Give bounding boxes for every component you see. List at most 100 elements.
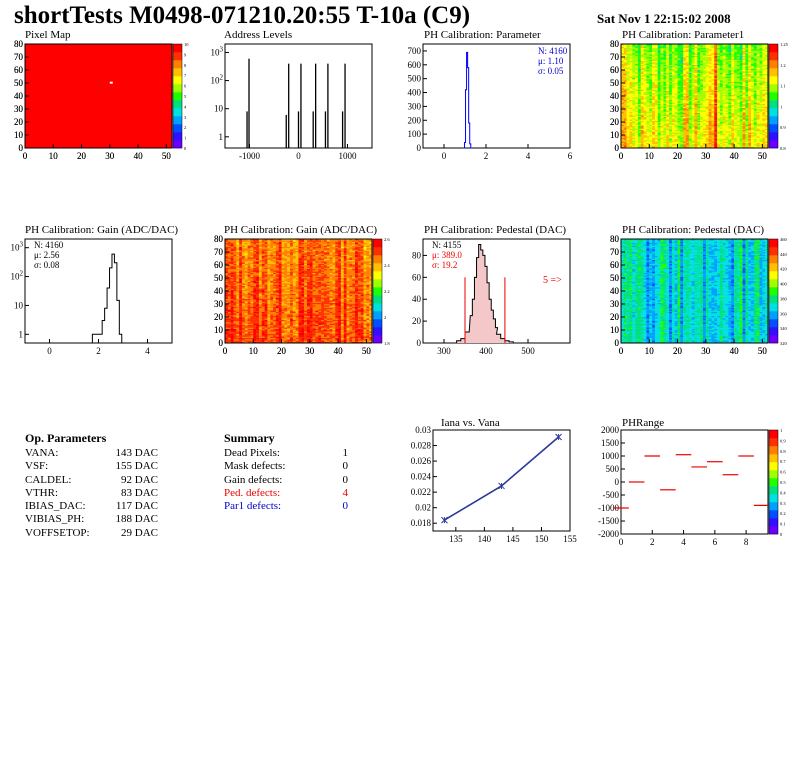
heatmap-cell	[717, 115, 721, 117]
heatmap-cell	[649, 97, 653, 99]
heatmap-cell	[708, 45, 712, 47]
z-tick-label: 9	[184, 52, 187, 57]
heatmap-cell	[753, 44, 757, 46]
x-tick-label: 0	[23, 151, 28, 161]
heatmap-cell	[660, 135, 664, 137]
heatmap-cell	[736, 119, 740, 121]
heatmap-cell	[756, 133, 760, 136]
heatmap-cell	[748, 83, 752, 85]
heatmap-cell	[722, 97, 726, 99]
heatmap-cell	[751, 112, 755, 115]
heatmap-cell	[719, 107, 723, 110]
heatmap-cell	[714, 68, 718, 71]
heatmap-cell	[728, 112, 732, 115]
heatmap-cell	[635, 85, 639, 88]
heatmap-cell	[621, 71, 625, 73]
heatmap-cell	[643, 129, 647, 132]
heatmap-cell	[686, 112, 690, 115]
heatmap-cell	[637, 94, 641, 97]
heatmap-cell	[637, 128, 641, 130]
heatmap-cell	[742, 119, 746, 121]
heatmap-cell	[674, 131, 678, 133]
heatmap-cell	[236, 293, 240, 296]
heatmap-cell	[702, 94, 707, 97]
heatmap-cell	[694, 70, 698, 72]
heatmap-cell	[748, 124, 752, 127]
heatmap-cell	[725, 132, 729, 134]
heatmap-cell	[643, 94, 647, 97]
heatmap-cell	[765, 120, 769, 123]
heatmap-cell	[643, 107, 647, 110]
heatmap-cell	[697, 81, 701, 84]
heatmap-cell	[657, 90, 661, 93]
heatmap-cell	[728, 122, 732, 124]
heatmap-cell	[654, 146, 658, 149]
heatmap-cell	[646, 102, 650, 104]
heatmap-cell	[700, 53, 704, 55]
heatmap-cell	[635, 102, 639, 104]
heatmap-cell	[632, 137, 636, 140]
heatmap-cell	[652, 88, 656, 90]
heatmap-cell	[725, 105, 729, 107]
heatmap-cell	[683, 98, 687, 101]
heatmap-cell	[691, 144, 695, 146]
heatmap-cell	[683, 86, 687, 89]
heatmap-cell	[753, 118, 757, 120]
heatmap-cell	[742, 112, 746, 115]
heatmap-cell	[719, 63, 723, 65]
heatmap-cell	[227, 310, 231, 312]
heatmap-cell	[643, 127, 647, 129]
heatmap-cell	[756, 124, 760, 127]
heatmap-cell	[688, 111, 692, 114]
heatmap-cell	[621, 49, 625, 51]
z-scale-band	[173, 44, 182, 53]
heatmap-cell	[660, 98, 664, 101]
heatmap-cell	[745, 142, 749, 145]
heatmap-cell	[663, 73, 667, 76]
heatmap-cell	[635, 70, 639, 72]
heatmap-cell	[717, 64, 721, 67]
heatmap-cell	[686, 76, 690, 78]
heatmap-cell	[632, 70, 636, 72]
heatmap-cell	[635, 109, 639, 111]
heatmap-cell	[756, 44, 760, 46]
z-scale-band	[769, 124, 778, 133]
heatmap-cell	[731, 93, 735, 95]
heatmap-cell	[680, 98, 684, 101]
heatmap-cell	[663, 119, 667, 121]
heatmap-cell	[671, 73, 675, 76]
heatmap-cell	[230, 294, 234, 297]
heatmap-cell	[719, 90, 723, 93]
heatmap-cell	[711, 84, 715, 86]
heatmap-cell	[756, 123, 760, 125]
heatmap-cell	[711, 122, 715, 124]
heatmap-cell	[233, 320, 237, 323]
heatmap-cell	[674, 54, 678, 56]
heatmap-cell	[657, 96, 661, 98]
heatmap-cell	[734, 73, 738, 76]
heatmap-cell	[646, 58, 650, 60]
heatmap-cell	[677, 124, 681, 127]
heatmap-cell	[623, 51, 627, 54]
heatmap-cell	[762, 71, 766, 73]
heatmap-cell	[759, 102, 763, 104]
heatmap-cell	[660, 115, 664, 117]
heatmap-cell	[671, 97, 675, 99]
heatmap-cell	[762, 72, 766, 75]
heatmap-cell	[697, 105, 701, 107]
heatmap-cell	[688, 99, 692, 102]
heatmap-cell	[652, 120, 656, 123]
heatmap-cell	[688, 72, 692, 75]
heatmap-cell	[626, 124, 630, 127]
heatmap-cell	[694, 89, 698, 91]
heatmap-cell	[236, 252, 240, 254]
heatmap-cell	[674, 106, 678, 108]
heatmap-cell	[680, 145, 684, 147]
heatmap-cell	[697, 90, 701, 93]
heatmap-cell	[694, 110, 698, 112]
heatmap-cell	[705, 55, 709, 58]
heatmap-cell	[686, 86, 690, 89]
heatmap-cell	[722, 64, 726, 67]
heatmap-cell	[621, 129, 625, 132]
heatmap-cell	[697, 107, 701, 110]
